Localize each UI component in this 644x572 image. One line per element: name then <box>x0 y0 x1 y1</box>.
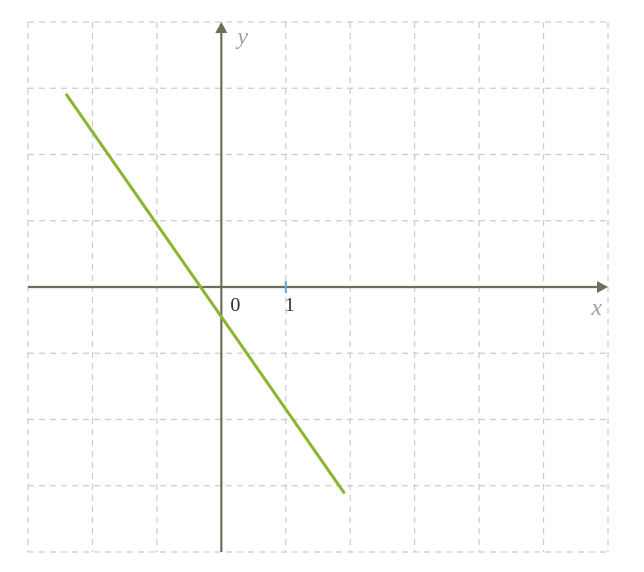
x-axis-label: x <box>590 295 602 321</box>
tick-label-1: 1 <box>285 294 295 316</box>
y-axis-label: y <box>235 24 248 50</box>
coordinate-plane-chart: y x 0 1 <box>0 0 644 572</box>
chart-svg: y x 0 1 <box>0 0 644 572</box>
origin-label: 0 <box>230 294 240 316</box>
